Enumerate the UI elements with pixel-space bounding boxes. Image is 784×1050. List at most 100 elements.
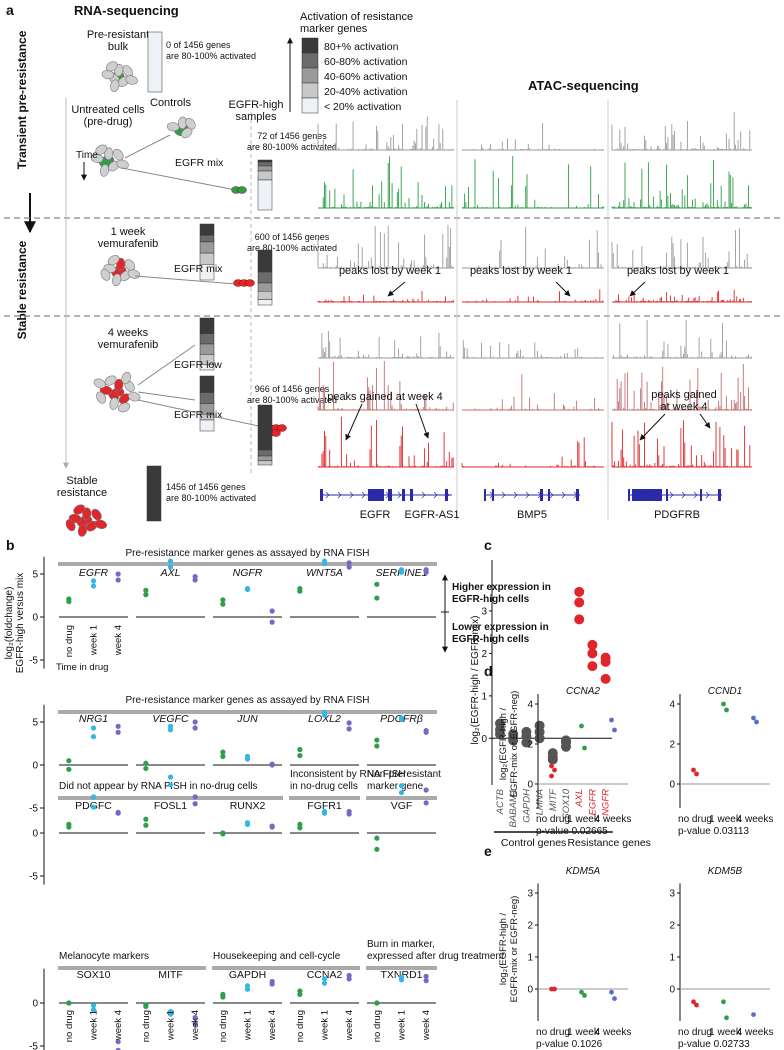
point xyxy=(600,656,611,667)
label: Stable xyxy=(66,475,97,487)
point xyxy=(549,773,554,779)
gene-name: WNT5A xyxy=(306,567,343,579)
point xyxy=(66,596,72,602)
group-bar xyxy=(366,796,437,800)
point xyxy=(582,993,587,998)
group-title: Did not appear by RNA FISH in no-drug ce… xyxy=(59,781,257,792)
point xyxy=(423,973,429,979)
point xyxy=(143,587,149,593)
point xyxy=(346,726,352,732)
point xyxy=(587,661,598,672)
cell xyxy=(121,371,131,385)
y-tick-label: 5 xyxy=(32,718,38,729)
x-tick-label: SOX10 xyxy=(561,788,572,819)
cell xyxy=(117,402,131,413)
point xyxy=(90,734,97,740)
x-tick-label: MITF xyxy=(548,788,559,811)
x-tick-label: week 4 xyxy=(113,1010,124,1041)
x-tick-label: no drug xyxy=(678,1027,712,1038)
cell xyxy=(125,75,138,85)
activation-segment xyxy=(257,404,273,451)
strand-arrow xyxy=(501,491,506,499)
x-tick-label: week 1 xyxy=(89,1010,100,1041)
cell xyxy=(245,279,255,287)
strand-arrow xyxy=(325,491,330,499)
x-tick-label: week 4 xyxy=(113,625,124,656)
cell xyxy=(93,378,106,389)
group-label: Control genes xyxy=(501,837,566,849)
point xyxy=(612,996,617,1001)
point xyxy=(321,808,328,815)
cell xyxy=(96,391,107,404)
point xyxy=(612,727,617,733)
point xyxy=(269,608,275,614)
x-tick-label: week 4 xyxy=(344,1010,355,1041)
activation-segment xyxy=(199,364,215,371)
x-tick-label: no drug xyxy=(536,1027,570,1038)
annotation: peaks gained at week 4 xyxy=(327,391,443,403)
legend-label: 60-80% activation xyxy=(324,56,408,68)
point xyxy=(297,752,303,759)
label: Higher expression in xyxy=(452,582,551,593)
label: are 80-100% activated xyxy=(166,493,256,503)
connector xyxy=(137,399,269,429)
group-bar xyxy=(212,966,360,970)
label: ATAC-sequencing xyxy=(528,78,639,93)
gene-name: SOX10 xyxy=(77,969,111,981)
gene-name: NRG1 xyxy=(79,713,108,725)
stage-label: Transient pre-resistance xyxy=(15,30,29,169)
group-title: Burn in marker, xyxy=(367,939,435,950)
y-tick-label: -5 xyxy=(29,656,38,667)
exon xyxy=(628,489,630,501)
gene-name: FOSL1 xyxy=(154,800,187,812)
gene-label: EGFR-AS1 xyxy=(404,509,459,521)
point xyxy=(423,728,429,734)
label: Time in drug xyxy=(56,662,108,673)
legend-label: 20-40% activation xyxy=(324,86,408,98)
point xyxy=(579,989,584,995)
annotation: peaks lost by week 1 xyxy=(470,265,572,277)
annotation-arrow xyxy=(639,413,666,441)
strand-arrow xyxy=(513,491,518,499)
activation-segment xyxy=(199,223,215,236)
point xyxy=(269,978,275,985)
point xyxy=(90,1007,97,1013)
point xyxy=(192,801,198,807)
activation-segment xyxy=(257,170,273,181)
legend-swatch xyxy=(301,37,319,54)
atac-track xyxy=(317,361,454,411)
x-tick-label: week 1 xyxy=(166,1010,177,1041)
group-bar xyxy=(58,796,283,800)
cell xyxy=(100,268,111,281)
connector xyxy=(121,167,237,191)
group-title: in no-drug cells xyxy=(290,781,358,792)
point xyxy=(143,822,149,828)
label: EGFR mix xyxy=(175,157,224,169)
point xyxy=(561,735,571,746)
group-bar xyxy=(58,710,437,714)
cell xyxy=(104,147,114,161)
label: are 80-100% activated xyxy=(247,243,337,253)
activation-segment xyxy=(257,165,273,172)
gene-name: RUNX2 xyxy=(230,800,266,812)
strand-arrow xyxy=(657,491,662,499)
label: 966 of 1456 genes xyxy=(255,384,330,394)
cell xyxy=(99,385,113,395)
activation-segment xyxy=(199,241,215,254)
y-tick-label: 4 xyxy=(669,700,675,711)
point xyxy=(167,1011,174,1017)
cell xyxy=(107,255,120,266)
point xyxy=(398,789,405,796)
x-tick-label: EGFR xyxy=(587,789,598,816)
point xyxy=(115,723,121,729)
strand-arrow xyxy=(337,491,342,499)
point xyxy=(115,577,121,583)
point xyxy=(143,592,149,598)
y-tick-label: 0 xyxy=(527,985,533,996)
label: 72 of 1456 genes xyxy=(257,131,327,141)
point xyxy=(66,766,72,772)
label: Untreated cells xyxy=(71,104,145,116)
cell xyxy=(110,79,120,92)
x-tick-label: no drug xyxy=(218,1010,229,1042)
